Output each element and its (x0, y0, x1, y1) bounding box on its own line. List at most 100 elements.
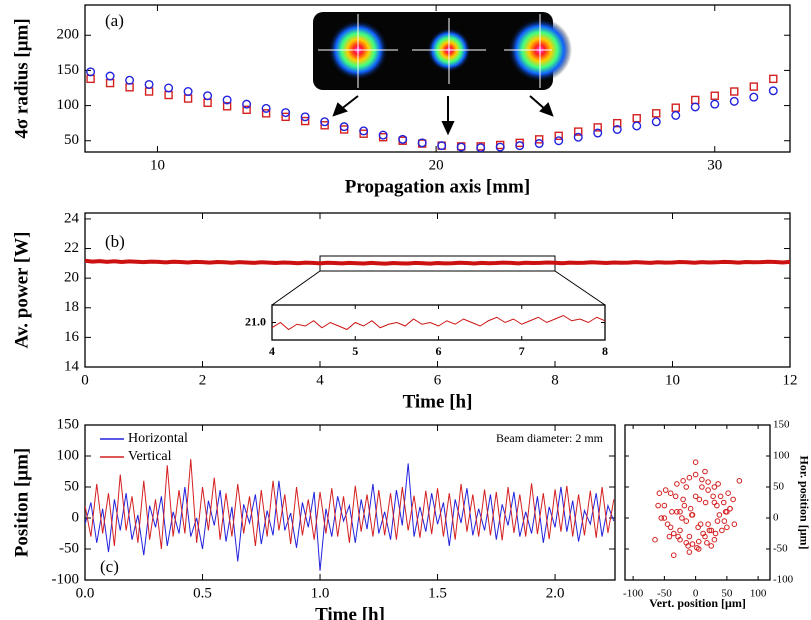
marker (725, 490, 731, 497)
y-tick-label: 50 (64, 478, 79, 494)
marker (691, 95, 700, 105)
legend-label: Vertical (128, 449, 172, 464)
data-line (85, 258, 790, 266)
panel-label: (a) (105, 11, 124, 30)
marker (670, 552, 677, 559)
y-tick-label: 0 (72, 509, 80, 525)
marker (320, 121, 329, 130)
marker (656, 490, 663, 497)
marker (683, 484, 690, 490)
marker (632, 121, 642, 131)
x-tick-label: 30 (707, 157, 722, 173)
marker (702, 468, 708, 475)
marker (680, 478, 686, 484)
marker (105, 78, 115, 88)
marker (658, 515, 665, 521)
marker (710, 91, 719, 100)
marker (573, 132, 583, 142)
marker (730, 87, 739, 96)
marker (675, 533, 681, 540)
x-tick-label: 2.0 (546, 585, 565, 601)
marker (727, 505, 733, 512)
marker (672, 493, 679, 500)
marker (711, 499, 718, 506)
marker (670, 530, 677, 537)
y-axis-label: 4σ radius [μm] (11, 18, 32, 138)
marker (730, 496, 736, 503)
y-tick-label: 100 (57, 447, 80, 463)
marker (681, 502, 688, 509)
marker (320, 117, 330, 127)
marker (652, 109, 661, 118)
marker (261, 109, 271, 118)
marker (687, 505, 694, 512)
x-tick-label: 7 (519, 344, 525, 358)
marker (715, 481, 721, 487)
plot-area (85, 459, 615, 571)
y-tick-label: 50 (773, 481, 785, 493)
marker (704, 540, 710, 546)
marker (769, 74, 778, 84)
marker (222, 102, 232, 111)
marker (281, 108, 291, 118)
marker (702, 499, 709, 506)
marker (695, 538, 702, 545)
marker (359, 126, 369, 136)
y-tick-label: 200 (57, 27, 80, 43)
marker (683, 518, 690, 524)
x-tick-label: 1.5 (428, 585, 447, 601)
marker (711, 536, 718, 543)
marker (242, 99, 252, 109)
marker (661, 515, 668, 521)
x-tick-label: 20 (429, 157, 444, 173)
marker (686, 549, 693, 555)
marker (706, 527, 713, 534)
arrows (332, 95, 554, 136)
marker (261, 103, 271, 113)
marker (705, 479, 711, 485)
marker (736, 478, 743, 484)
marker (495, 142, 505, 152)
x-tick-label: 8 (602, 344, 608, 358)
marker (417, 138, 427, 148)
y-tick-label: 150 (57, 62, 80, 78)
y-tick-label: 100 (773, 450, 790, 462)
marker (686, 533, 693, 540)
y-tick-label: 0 (773, 512, 779, 524)
marker (685, 543, 691, 549)
marker (86, 67, 96, 77)
marker (667, 524, 674, 531)
x-tick-label: 4 (316, 372, 324, 388)
x-tick-label: 2 (199, 372, 207, 388)
marker (183, 94, 193, 103)
x-tick-label: 1.0 (311, 585, 330, 601)
marker (669, 509, 675, 515)
marker (378, 130, 388, 140)
plot-area (652, 459, 743, 559)
x-tick-label: 0.5 (193, 585, 212, 601)
marker (719, 527, 725, 534)
marker (300, 116, 310, 126)
marker (708, 543, 715, 549)
marker (695, 524, 701, 531)
x-tick-label: 10 (150, 157, 165, 173)
y-tick-label: 16 (64, 329, 80, 345)
marker (671, 110, 681, 120)
marker (724, 524, 730, 531)
y-tick-label: 21.0 (245, 314, 266, 328)
marker (661, 502, 668, 509)
marker (398, 134, 408, 144)
marker (144, 79, 154, 89)
marker (535, 135, 544, 144)
marker (144, 87, 154, 96)
marker (671, 103, 680, 112)
data-line (85, 459, 615, 550)
marker (679, 515, 685, 521)
marker (339, 122, 349, 132)
data-line (272, 314, 605, 331)
marker (749, 92, 759, 102)
marker (86, 74, 95, 84)
marker (710, 99, 720, 109)
marker (692, 493, 699, 500)
marker (593, 123, 602, 132)
